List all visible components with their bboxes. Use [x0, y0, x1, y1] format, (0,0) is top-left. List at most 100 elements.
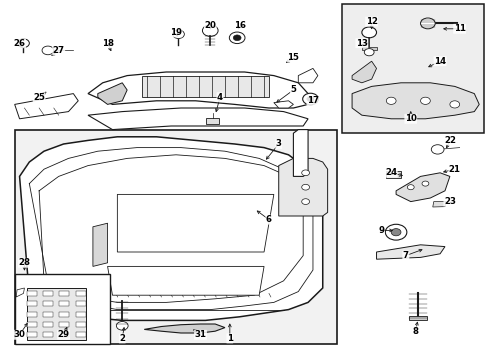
Text: 30: 30 — [14, 330, 25, 339]
Bar — [43, 301, 53, 306]
Text: 29: 29 — [58, 330, 69, 339]
Text: 20: 20 — [204, 21, 216, 30]
Polygon shape — [88, 72, 307, 108]
Circle shape — [420, 18, 434, 29]
Polygon shape — [351, 61, 376, 83]
Text: 13: 13 — [355, 39, 367, 48]
Circle shape — [420, 97, 429, 104]
Text: 12: 12 — [365, 17, 377, 26]
Circle shape — [407, 185, 413, 190]
Polygon shape — [278, 158, 327, 216]
Circle shape — [306, 96, 313, 102]
Bar — [76, 322, 85, 327]
Circle shape — [390, 229, 400, 236]
Text: 17: 17 — [306, 96, 318, 105]
Bar — [15, 274, 110, 344]
Text: 25: 25 — [33, 93, 45, 102]
Text: 9: 9 — [378, 226, 384, 235]
Circle shape — [301, 199, 309, 204]
Circle shape — [116, 321, 128, 330]
Bar — [76, 301, 85, 306]
Bar — [408, 316, 426, 320]
Polygon shape — [298, 68, 317, 83]
Bar — [60, 301, 69, 306]
Bar — [361, 47, 376, 50]
Circle shape — [361, 27, 376, 38]
Text: 7: 7 — [402, 251, 408, 260]
Polygon shape — [15, 94, 78, 119]
Circle shape — [229, 32, 244, 44]
Circle shape — [42, 46, 54, 55]
Text: 1: 1 — [226, 334, 232, 343]
Text: 27: 27 — [53, 46, 64, 55]
Text: 15: 15 — [287, 53, 299, 62]
Circle shape — [301, 170, 309, 176]
Circle shape — [364, 49, 373, 56]
Polygon shape — [27, 288, 85, 340]
Text: 26: 26 — [14, 39, 25, 48]
Polygon shape — [273, 101, 293, 108]
Bar — [60, 311, 69, 317]
Polygon shape — [98, 83, 127, 104]
Bar — [27, 311, 37, 317]
Text: 3: 3 — [275, 139, 281, 148]
Circle shape — [202, 25, 218, 36]
Bar — [43, 332, 53, 337]
Polygon shape — [16, 288, 24, 297]
Bar — [27, 291, 37, 296]
Text: 11: 11 — [453, 24, 465, 33]
Polygon shape — [386, 171, 400, 178]
Circle shape — [172, 30, 184, 39]
Polygon shape — [88, 108, 307, 130]
Bar — [76, 291, 85, 296]
Polygon shape — [432, 202, 445, 207]
Text: 16: 16 — [233, 21, 245, 30]
Text: 31: 31 — [194, 330, 206, 339]
Text: 10: 10 — [404, 114, 416, 123]
Text: 28: 28 — [19, 258, 30, 267]
Bar — [43, 322, 53, 327]
Circle shape — [18, 39, 29, 48]
Polygon shape — [117, 194, 273, 252]
Polygon shape — [20, 137, 322, 320]
Circle shape — [430, 145, 443, 154]
Bar — [43, 291, 53, 296]
Text: 8: 8 — [412, 327, 418, 336]
Bar — [76, 332, 85, 337]
Bar — [27, 322, 37, 327]
Polygon shape — [93, 223, 107, 266]
Text: 6: 6 — [265, 215, 271, 224]
Polygon shape — [395, 173, 449, 202]
Bar — [342, 4, 483, 133]
Bar — [27, 301, 37, 306]
Polygon shape — [107, 266, 264, 295]
Bar — [76, 311, 85, 317]
Bar — [60, 332, 69, 337]
Text: 5: 5 — [290, 85, 296, 94]
Circle shape — [421, 181, 428, 186]
Circle shape — [386, 97, 395, 104]
Bar — [43, 311, 53, 317]
Text: 4: 4 — [217, 93, 223, 102]
Text: 2: 2 — [119, 334, 125, 343]
Bar — [60, 291, 69, 296]
Bar — [60, 322, 69, 327]
Text: 19: 19 — [170, 28, 182, 37]
Polygon shape — [144, 324, 224, 333]
Text: 21: 21 — [448, 165, 460, 174]
Circle shape — [233, 35, 241, 41]
Text: 23: 23 — [443, 197, 455, 206]
Text: 18: 18 — [102, 39, 113, 48]
Bar — [206, 118, 218, 124]
Polygon shape — [351, 83, 478, 119]
Text: 22: 22 — [443, 136, 455, 145]
Circle shape — [302, 93, 318, 105]
Circle shape — [385, 224, 406, 240]
Bar — [15, 130, 337, 344]
Bar — [27, 332, 37, 337]
Text: 24: 24 — [385, 168, 396, 177]
Circle shape — [449, 101, 459, 108]
Polygon shape — [293, 130, 307, 176]
Polygon shape — [376, 245, 444, 259]
Circle shape — [301, 184, 309, 190]
